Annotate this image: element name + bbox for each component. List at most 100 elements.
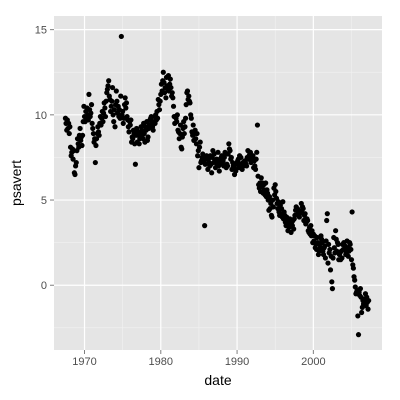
data-point	[111, 107, 118, 113]
data-point	[350, 265, 356, 271]
data-point	[154, 115, 161, 121]
y-tick-label: 10	[35, 110, 47, 122]
data-point	[345, 253, 351, 259]
data-point	[105, 83, 111, 89]
data-point	[327, 246, 333, 253]
data-point	[179, 146, 185, 152]
data-point	[329, 286, 336, 292]
data-point	[270, 204, 276, 210]
data-point	[157, 98, 163, 104]
data-point	[330, 255, 336, 261]
data-point	[355, 332, 362, 338]
data-point	[79, 142, 85, 149]
data-point	[108, 103, 114, 109]
data-point	[263, 180, 269, 186]
data-point	[167, 76, 173, 82]
data-point	[111, 119, 117, 125]
data-point	[156, 107, 163, 113]
data-point	[254, 149, 260, 155]
data-point	[258, 175, 264, 181]
data-points	[62, 33, 372, 338]
data-point	[347, 241, 353, 247]
data-point	[118, 93, 124, 99]
data-point	[182, 124, 188, 130]
data-point	[216, 168, 222, 174]
data-point	[324, 211, 330, 217]
data-point	[322, 255, 328, 261]
data-point	[238, 154, 244, 161]
data-point	[96, 132, 102, 138]
data-point	[110, 112, 116, 118]
data-point	[214, 156, 220, 162]
data-point	[77, 125, 83, 132]
data-point	[365, 306, 371, 312]
data-point	[348, 246, 354, 253]
data-point	[272, 182, 278, 188]
data-point	[308, 223, 314, 229]
data-point	[196, 144, 203, 150]
x-tick-label: 1980	[149, 356, 173, 368]
x-tick-label: 1990	[225, 356, 249, 368]
y-tick-label: 15	[35, 25, 47, 37]
data-point	[359, 309, 365, 316]
data-point	[174, 119, 180, 125]
data-point	[106, 78, 112, 84]
data-point	[254, 122, 261, 128]
data-point	[339, 255, 345, 261]
data-point	[194, 130, 200, 137]
data-point	[72, 171, 78, 178]
data-point	[114, 98, 120, 104]
data-point	[202, 223, 208, 229]
data-point	[93, 142, 99, 149]
data-point	[113, 88, 119, 94]
y-axis-title: psavert	[8, 160, 24, 206]
data-point	[182, 115, 189, 121]
data-point	[366, 297, 372, 304]
data-point	[195, 153, 201, 159]
data-point	[252, 166, 259, 172]
data-point	[90, 125, 96, 132]
data-point	[326, 241, 332, 247]
data-point	[88, 102, 95, 108]
x-tick-label: 2000	[301, 356, 325, 368]
data-point	[88, 110, 94, 116]
data-point	[161, 79, 167, 86]
data-point	[333, 228, 339, 234]
data-point	[266, 194, 273, 200]
data-point	[122, 95, 128, 101]
data-point	[109, 84, 116, 91]
data-point	[188, 115, 194, 121]
data-point	[126, 129, 132, 135]
data-point	[335, 241, 341, 247]
data-point	[327, 267, 334, 273]
data-point	[325, 260, 331, 266]
data-point	[145, 134, 151, 140]
data-point	[196, 165, 202, 171]
data-point	[163, 95, 169, 101]
data-point	[291, 226, 297, 232]
data-point	[168, 84, 174, 91]
data-point	[102, 105, 108, 111]
data-point	[66, 130, 72, 137]
data-point	[329, 279, 335, 285]
data-point	[244, 163, 250, 169]
data-point	[187, 100, 193, 106]
data-point	[80, 132, 86, 138]
data-point	[170, 95, 176, 101]
data-point	[130, 136, 136, 142]
data-point	[193, 136, 199, 142]
data-point	[120, 108, 126, 115]
y-tick-label: 5	[41, 195, 47, 207]
data-point	[348, 257, 355, 263]
data-point	[324, 217, 330, 224]
data-point	[352, 277, 358, 283]
data-point	[100, 119, 106, 125]
data-point	[169, 90, 175, 96]
data-point	[170, 103, 177, 109]
data-point	[73, 159, 79, 166]
data-point	[186, 93, 192, 99]
data-point	[233, 168, 239, 174]
data-point	[128, 117, 134, 123]
data-point	[123, 105, 129, 111]
